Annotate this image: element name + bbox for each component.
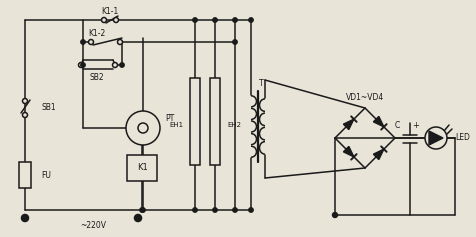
Circle shape: [120, 63, 124, 67]
Circle shape: [22, 99, 28, 104]
Bar: [127, 155, 157, 181]
Text: K1: K1: [137, 164, 148, 173]
Text: ~220V: ~220V: [80, 220, 106, 229]
Circle shape: [233, 18, 237, 22]
Bar: [210, 78, 220, 165]
Circle shape: [79, 63, 83, 68]
Text: C: C: [395, 122, 400, 131]
Circle shape: [233, 208, 237, 212]
Circle shape: [118, 40, 122, 45]
Circle shape: [333, 213, 337, 218]
Circle shape: [21, 214, 29, 222]
Circle shape: [81, 63, 85, 67]
Circle shape: [101, 18, 107, 23]
Circle shape: [141, 208, 145, 212]
Circle shape: [425, 127, 447, 149]
Circle shape: [213, 18, 217, 22]
Circle shape: [112, 63, 118, 68]
Circle shape: [213, 208, 217, 212]
Circle shape: [113, 18, 119, 23]
Text: +: +: [412, 122, 419, 131]
Text: PT: PT: [165, 114, 174, 123]
Circle shape: [233, 40, 237, 44]
Circle shape: [22, 113, 28, 118]
Circle shape: [135, 214, 141, 222]
Circle shape: [249, 18, 253, 22]
Text: LED: LED: [455, 133, 470, 142]
Text: K1-1: K1-1: [101, 6, 119, 15]
Circle shape: [193, 18, 197, 22]
Text: SB2: SB2: [89, 73, 104, 82]
Polygon shape: [373, 116, 384, 127]
Text: EH1: EH1: [169, 122, 183, 128]
Circle shape: [193, 208, 197, 212]
Text: VD1~VD4: VD1~VD4: [346, 94, 384, 102]
Circle shape: [126, 111, 160, 145]
Bar: [190, 78, 200, 165]
Polygon shape: [343, 146, 354, 157]
Circle shape: [140, 208, 144, 212]
Circle shape: [138, 123, 148, 133]
Polygon shape: [343, 119, 354, 130]
Text: FU: FU: [41, 170, 51, 179]
Circle shape: [89, 40, 93, 45]
Bar: [19, 162, 31, 188]
Polygon shape: [373, 149, 384, 160]
Text: SB1: SB1: [41, 104, 56, 113]
Text: EH2: EH2: [227, 122, 241, 128]
Circle shape: [249, 208, 253, 212]
Text: K1-2: K1-2: [89, 28, 106, 37]
Text: T: T: [258, 78, 263, 87]
Circle shape: [81, 40, 85, 44]
Polygon shape: [429, 131, 443, 145]
